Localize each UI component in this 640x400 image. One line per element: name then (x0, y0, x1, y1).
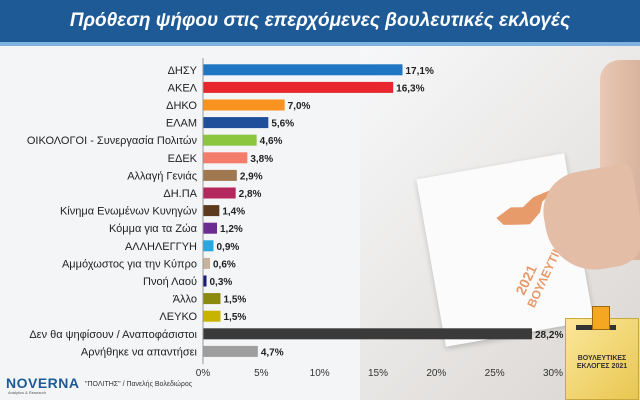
category-label: ΑΚΕΛ (168, 82, 198, 94)
ballot-paper-image: ΒΟΥΛΕΥΤΙΚΕΣ ΕΚΛΟΓΕΣ 2021 (416, 153, 597, 347)
category-label: Άλλο (173, 294, 197, 306)
bar (203, 310, 221, 322)
category-label: ΛΕΥΚΟ (159, 311, 197, 323)
value-label: 1,4% (222, 207, 245, 218)
x-tick-label: 10% (310, 368, 330, 376)
title-accent-line (0, 42, 640, 46)
category-label: Πνοή Λαού (143, 276, 197, 288)
value-label: 16,3% (396, 83, 424, 94)
category-label: Αλλαγή Γενιάς (127, 170, 197, 182)
bar (203, 257, 210, 269)
value-label: 5,6% (271, 119, 294, 130)
bar (203, 134, 257, 146)
value-label: 2,9% (240, 171, 263, 182)
x-tick-label: 5% (254, 368, 269, 376)
value-label: 17,1% (406, 66, 434, 77)
bar (203, 222, 217, 234)
bar (203, 99, 285, 111)
chart-title: Πρόθεση ψήφου στις επερχόμενες βουλευτικ… (69, 10, 571, 31)
value-label: 1,5% (224, 312, 247, 323)
value-label: 7,0% (288, 101, 311, 112)
chart-title-bar: Πρόθεση ψήφου στις επερχόμενες βουλευτικ… (0, 0, 640, 42)
bar (203, 328, 532, 340)
category-label: ΔΗΚΟ (166, 100, 197, 112)
category-label: ΔΗΣΥ (168, 65, 198, 77)
value-label: 0,3% (210, 277, 233, 288)
bar (203, 81, 394, 93)
ballot-slip-icon (592, 306, 610, 330)
category-label: ΕΛΑΜ (166, 118, 197, 130)
category-label: ΕΔΕΚ (168, 153, 198, 165)
value-label: 1,5% (224, 295, 247, 306)
x-tick-label: 20% (426, 368, 446, 376)
x-tick-label: 30% (543, 368, 563, 376)
bar (203, 205, 220, 217)
category-label: Κίνημα Ενωμένων Κυνηγών (60, 206, 198, 218)
value-label: 0,6% (213, 259, 236, 270)
ballot-box-text: ΒΟΥΛΕΥΤΙΚΕΣ ΕΚΛΟΓΕΣ 2021 (576, 355, 628, 370)
category-label: Αμμόχωστος για την Κύπρο (62, 258, 197, 270)
value-label: 4,7% (261, 347, 284, 358)
bar (203, 345, 258, 357)
category-label: ΑΛΛΗΛΕΓΓΥΗ (125, 241, 197, 253)
x-tick-label: 15% (368, 368, 388, 376)
value-label: 0,9% (217, 242, 240, 253)
bar (203, 169, 237, 181)
bar-chart: ΔΗΣΥ 17,1% ΑΚΕΛ 16,3% ΔΗΚΟ 7,0% ΕΛΑΜ 5,6% ΟΙΚΟΛΟ… (27, 58, 563, 376)
source-credit: "ΠΟΛΙΤΗΣ" / Πανελής Βολεδιώρος (85, 381, 193, 388)
bar (203, 64, 403, 76)
cyprus-map-icon (496, 186, 558, 225)
bar (203, 117, 269, 129)
x-tick-label: 0% (196, 368, 211, 376)
value-label: 4,6% (260, 136, 283, 147)
category-label: Αρνήθηκε να απαντήσει (81, 346, 198, 358)
value-label: 28,2% (535, 330, 563, 341)
value-label: 1,2% (220, 224, 243, 235)
value-label: 3,8% (250, 154, 273, 165)
bar (203, 152, 248, 164)
category-label: ΟΙΚΟΛΟΓΟΙ - Συνεργασία Πολιτών (27, 135, 198, 147)
bar (203, 293, 221, 305)
category-label: Κόμμα για τα Ζώα (109, 223, 198, 235)
x-tick-label: 25% (485, 368, 505, 376)
value-label: 2,8% (239, 189, 262, 200)
bar (203, 240, 214, 252)
bar (203, 187, 236, 199)
category-label: Δεν θα ψηφίσουν / Αναποφάσιστοι (29, 329, 197, 341)
noverna-logo-subtitle: Analytics & Research (8, 390, 47, 395)
bar (203, 275, 207, 287)
category-label: ΔΗ.ΠΑ (163, 188, 197, 200)
noverna-logo: NOVERNA (6, 375, 80, 391)
